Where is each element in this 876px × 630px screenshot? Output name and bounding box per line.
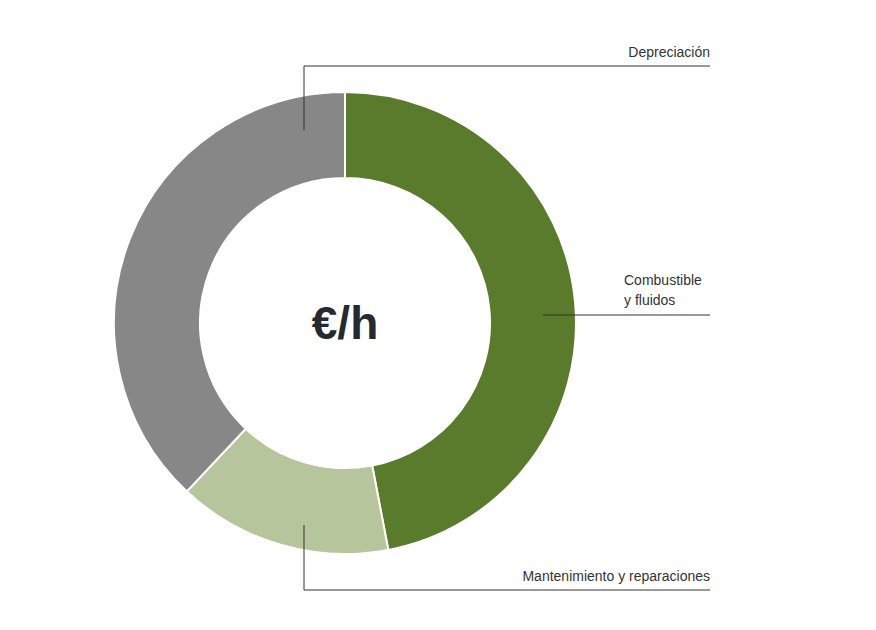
leader-line <box>304 66 710 130</box>
slice-label: Depreciación <box>628 44 710 60</box>
leader-line <box>304 525 710 590</box>
slice <box>345 92 576 550</box>
slice-label: Combustibley fluidos <box>624 272 702 308</box>
center-title: €/h <box>312 297 378 349</box>
chart-svg: €/h Combustibley fluidos Mantenimiento y r… <box>0 0 876 630</box>
leader-line <box>543 315 710 316</box>
slice-label: Mantenimiento y reparaciones <box>522 568 710 584</box>
slice <box>114 92 345 491</box>
donut <box>114 92 576 554</box>
